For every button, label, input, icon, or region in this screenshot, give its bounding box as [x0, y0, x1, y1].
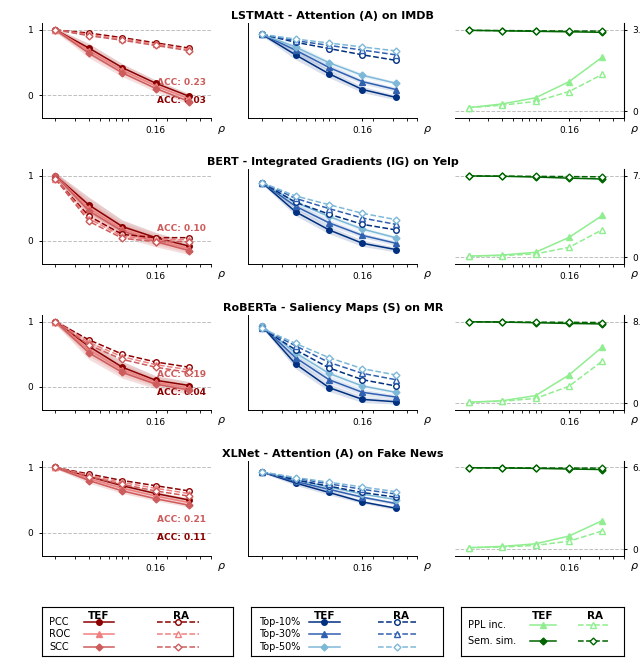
X-axis label: $\rho$: $\rho$ [630, 124, 639, 136]
Title: XLNet - Attention (A) on Fake News: XLNet - Attention (A) on Fake News [222, 449, 444, 459]
Text: RA: RA [393, 611, 409, 621]
Text: ACC: 0.10: ACC: 0.10 [157, 224, 206, 232]
X-axis label: $\rho$: $\rho$ [423, 124, 432, 136]
Text: Top-50%: Top-50% [259, 642, 300, 652]
X-axis label: $\rho$: $\rho$ [216, 561, 225, 573]
Text: Top-30%: Top-30% [259, 629, 300, 639]
Text: PPL inc.: PPL inc. [468, 620, 506, 630]
Text: RA: RA [587, 611, 603, 621]
X-axis label: $\rho$: $\rho$ [630, 561, 639, 573]
Text: ACC: 0.11: ACC: 0.11 [157, 533, 206, 542]
X-axis label: $\rho$: $\rho$ [216, 124, 225, 136]
Text: ROC: ROC [49, 629, 70, 639]
Text: TEF: TEF [532, 611, 554, 621]
Text: TEF: TEF [314, 611, 335, 621]
Text: TEF: TEF [88, 611, 110, 621]
Text: Top-10%: Top-10% [259, 617, 300, 627]
Text: ACC: 0.03: ACC: 0.03 [157, 96, 206, 105]
X-axis label: $\rho$: $\rho$ [216, 416, 225, 428]
X-axis label: $\rho$: $\rho$ [423, 270, 432, 282]
X-axis label: $\rho$: $\rho$ [216, 270, 225, 282]
X-axis label: $\rho$: $\rho$ [630, 416, 639, 428]
Text: ACC: 0.19: ACC: 0.19 [157, 370, 206, 378]
Text: SCC: SCC [49, 642, 69, 652]
Text: ACC: 0.21: ACC: 0.21 [157, 515, 206, 524]
Text: ACC: 0.04: ACC: 0.04 [157, 388, 206, 396]
Text: ACC: 0.23: ACC: 0.23 [157, 78, 206, 87]
X-axis label: $\rho$: $\rho$ [423, 416, 432, 428]
X-axis label: $\rho$: $\rho$ [630, 270, 639, 282]
Title: RoBERTa - Saliency Maps (S) on MR: RoBERTa - Saliency Maps (S) on MR [223, 303, 443, 313]
Title: LSTMAtt - Attention (A) on IMDB: LSTMAtt - Attention (A) on IMDB [232, 11, 434, 21]
Title: BERT - Integrated Gradients (IG) on Yelp: BERT - Integrated Gradients (IG) on Yelp [207, 157, 459, 167]
Text: PCC: PCC [49, 617, 68, 627]
Text: RA: RA [173, 611, 189, 621]
Text: Sem. sim.: Sem. sim. [468, 636, 516, 646]
X-axis label: $\rho$: $\rho$ [423, 561, 432, 573]
